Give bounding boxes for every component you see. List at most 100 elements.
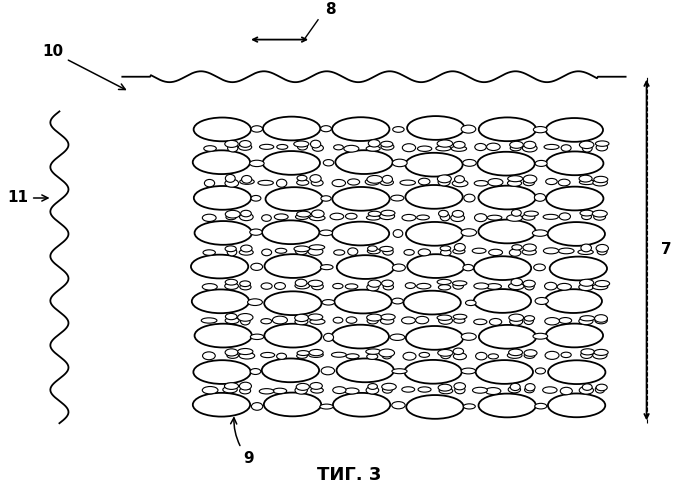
- Ellipse shape: [406, 222, 463, 246]
- Ellipse shape: [294, 246, 310, 252]
- Ellipse shape: [452, 180, 468, 187]
- Ellipse shape: [242, 176, 252, 183]
- Ellipse shape: [438, 384, 452, 391]
- Ellipse shape: [440, 249, 451, 256]
- Ellipse shape: [194, 324, 252, 347]
- Ellipse shape: [435, 146, 451, 151]
- Ellipse shape: [533, 264, 545, 271]
- Ellipse shape: [557, 284, 571, 290]
- Ellipse shape: [225, 283, 238, 290]
- Ellipse shape: [308, 248, 323, 255]
- Ellipse shape: [510, 383, 520, 391]
- Ellipse shape: [463, 264, 473, 271]
- Ellipse shape: [368, 248, 380, 254]
- Ellipse shape: [324, 333, 333, 342]
- Text: 7: 7: [661, 243, 671, 257]
- Ellipse shape: [223, 387, 237, 393]
- Ellipse shape: [262, 358, 319, 382]
- Ellipse shape: [261, 283, 272, 289]
- Ellipse shape: [419, 178, 430, 185]
- Ellipse shape: [312, 145, 324, 151]
- Ellipse shape: [580, 316, 595, 321]
- Ellipse shape: [320, 404, 333, 409]
- Ellipse shape: [461, 125, 476, 133]
- Ellipse shape: [392, 159, 408, 167]
- Ellipse shape: [333, 284, 343, 289]
- Ellipse shape: [533, 127, 547, 133]
- Ellipse shape: [522, 249, 536, 255]
- Ellipse shape: [380, 179, 394, 186]
- Ellipse shape: [597, 248, 607, 255]
- Ellipse shape: [461, 229, 477, 236]
- Ellipse shape: [454, 176, 464, 183]
- Ellipse shape: [334, 290, 391, 313]
- Ellipse shape: [418, 249, 431, 256]
- Ellipse shape: [418, 387, 431, 392]
- Ellipse shape: [332, 222, 389, 246]
- Ellipse shape: [381, 210, 395, 216]
- Ellipse shape: [594, 176, 608, 183]
- Ellipse shape: [346, 317, 357, 323]
- Ellipse shape: [401, 317, 415, 324]
- Ellipse shape: [332, 180, 345, 187]
- Ellipse shape: [474, 256, 531, 280]
- Ellipse shape: [559, 179, 570, 186]
- Ellipse shape: [240, 388, 251, 394]
- Ellipse shape: [295, 279, 307, 287]
- Ellipse shape: [593, 284, 608, 290]
- Ellipse shape: [461, 333, 476, 340]
- Ellipse shape: [474, 181, 488, 186]
- Ellipse shape: [295, 387, 308, 394]
- Ellipse shape: [509, 314, 524, 321]
- Ellipse shape: [406, 395, 463, 419]
- Ellipse shape: [331, 352, 346, 357]
- Ellipse shape: [582, 384, 592, 391]
- Ellipse shape: [381, 141, 393, 147]
- Ellipse shape: [533, 230, 548, 236]
- Ellipse shape: [437, 279, 452, 285]
- Ellipse shape: [524, 316, 535, 321]
- Ellipse shape: [561, 145, 571, 151]
- Ellipse shape: [238, 313, 253, 321]
- Ellipse shape: [403, 144, 416, 152]
- Ellipse shape: [261, 249, 272, 256]
- Ellipse shape: [545, 351, 559, 359]
- Ellipse shape: [365, 179, 380, 185]
- Ellipse shape: [461, 368, 475, 374]
- Ellipse shape: [596, 386, 605, 393]
- Ellipse shape: [487, 143, 500, 150]
- Ellipse shape: [367, 314, 382, 321]
- Ellipse shape: [452, 210, 463, 217]
- Ellipse shape: [451, 214, 465, 221]
- Ellipse shape: [476, 360, 533, 384]
- Ellipse shape: [593, 179, 607, 186]
- Ellipse shape: [475, 352, 487, 360]
- Ellipse shape: [524, 211, 538, 216]
- Ellipse shape: [191, 254, 248, 278]
- Ellipse shape: [295, 314, 308, 322]
- Ellipse shape: [546, 178, 557, 185]
- Ellipse shape: [559, 248, 574, 254]
- Ellipse shape: [419, 352, 430, 357]
- Ellipse shape: [507, 352, 522, 358]
- Ellipse shape: [225, 317, 239, 324]
- Ellipse shape: [403, 291, 461, 314]
- Ellipse shape: [474, 283, 489, 289]
- Ellipse shape: [321, 126, 331, 132]
- Ellipse shape: [319, 230, 333, 236]
- Ellipse shape: [296, 214, 309, 219]
- Ellipse shape: [579, 318, 593, 325]
- Ellipse shape: [524, 349, 537, 356]
- Ellipse shape: [488, 179, 503, 186]
- Text: 11: 11: [7, 191, 48, 205]
- Ellipse shape: [264, 393, 321, 416]
- Ellipse shape: [524, 175, 537, 183]
- Ellipse shape: [250, 369, 261, 375]
- Ellipse shape: [193, 150, 250, 174]
- Ellipse shape: [579, 387, 593, 394]
- Ellipse shape: [333, 145, 343, 150]
- Ellipse shape: [510, 142, 524, 148]
- Ellipse shape: [345, 284, 358, 289]
- Ellipse shape: [408, 254, 465, 278]
- Ellipse shape: [296, 211, 310, 217]
